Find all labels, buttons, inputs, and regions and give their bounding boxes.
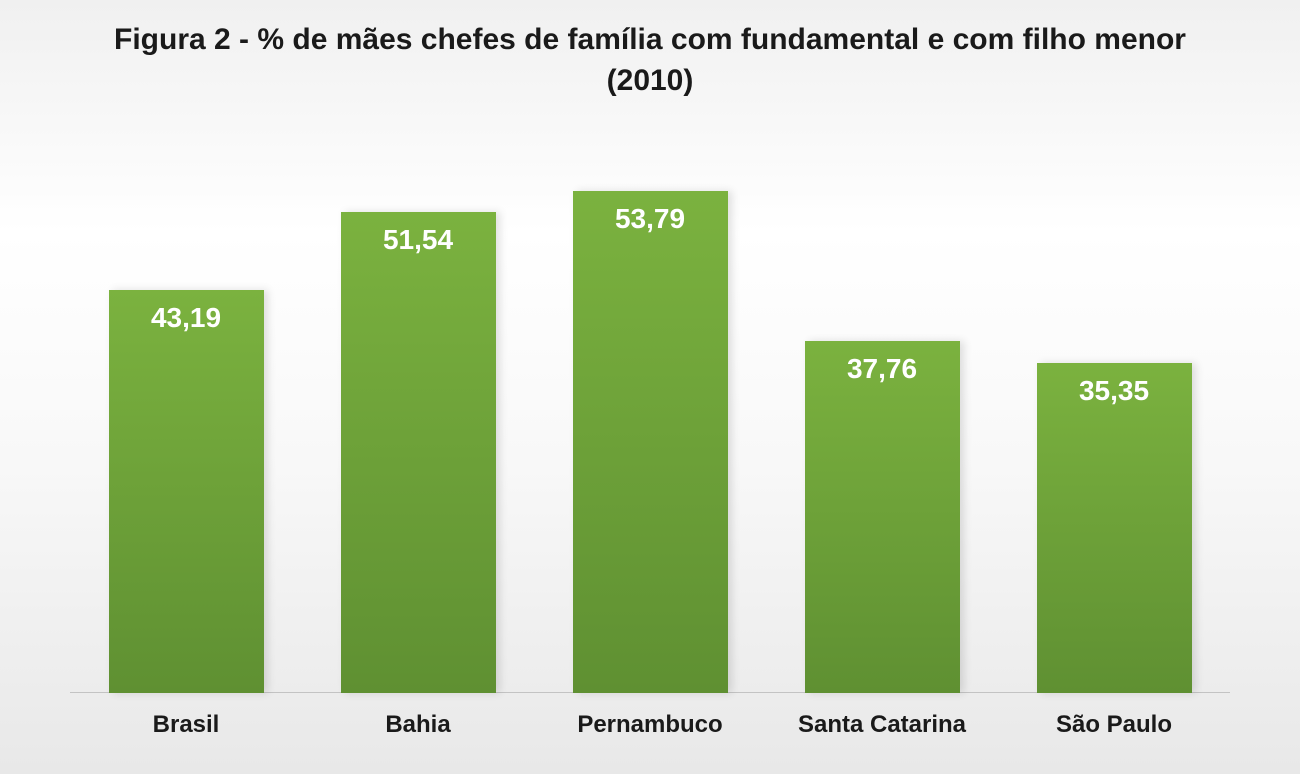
x-label-sao-paulo: São Paulo: [998, 711, 1230, 739]
bar-santa-catarina: 37,76: [805, 341, 960, 693]
bar-bahia: 51,54: [341, 212, 496, 693]
bar-group: 51,54: [302, 116, 534, 693]
bar-value-label: 43,19: [109, 302, 264, 334]
bar-value-label: 53,79: [573, 203, 728, 235]
bar-group: 35,35: [998, 116, 1230, 693]
chart-container: Figura 2 - % de mães chefes de família c…: [0, 0, 1300, 774]
bar-value-label: 37,76: [805, 353, 960, 385]
chart-title: Figura 2 - % de mães chefes de família c…: [40, 20, 1260, 101]
bar-group: 37,76: [766, 116, 998, 693]
bar-sao-paulo: 35,35: [1037, 363, 1192, 693]
bar-brasil: 43,19: [109, 290, 264, 693]
x-label-pernambuco: Pernambuco: [534, 711, 766, 739]
x-axis: Brasil Bahia Pernambuco Santa Catarina S…: [40, 693, 1260, 739]
plot-area: 43,19 51,54 53,79 37,76 35,35: [40, 116, 1260, 693]
bar-pernambuco: 53,79: [573, 191, 728, 693]
x-label-bahia: Bahia: [302, 711, 534, 739]
x-label-santa-catarina: Santa Catarina: [766, 711, 998, 739]
bar-value-label: 51,54: [341, 224, 496, 256]
bar-group: 43,19: [70, 116, 302, 693]
x-label-brasil: Brasil: [70, 711, 302, 739]
bar-group: 53,79: [534, 116, 766, 693]
bar-value-label: 35,35: [1037, 375, 1192, 407]
